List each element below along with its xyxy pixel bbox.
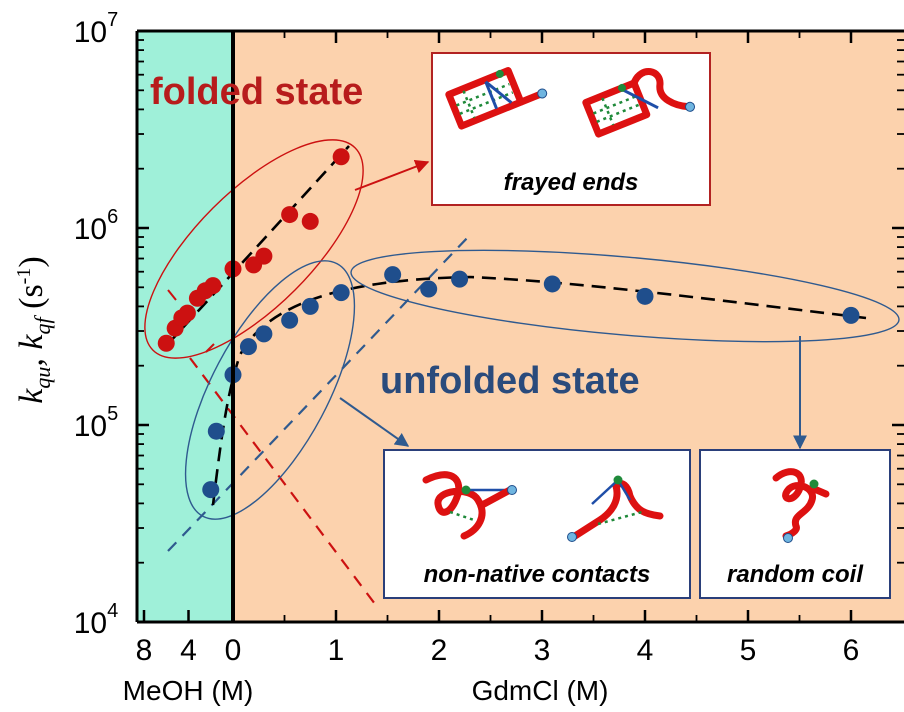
unfolded-low-ellipse: [184, 260, 356, 520]
unfolded-state-point: [384, 266, 402, 284]
arrow-to-non-native-contacts: [339, 397, 410, 447]
non-native-contacts-inset: non-native contacts: [383, 449, 691, 599]
hairpin-frayed-coil-icon: [582, 68, 696, 138]
meoh-tick-label: 8: [136, 634, 153, 667]
unfolded-state-point: [255, 325, 273, 343]
unfolded-extrapolation-line: [167, 234, 471, 552]
non-native-hairpin-icon: [567, 475, 664, 542]
gdmcl-tick-label: 4: [637, 634, 654, 667]
random-coil-label: random coil: [727, 561, 864, 588]
meoh-tick-label: 4: [180, 634, 197, 667]
y-axis-label: kqu, kqf (s-1): [13, 256, 55, 403]
frayed-ends-inset: frayed ends: [431, 52, 711, 206]
folded-ellipse-tick: [205, 343, 215, 353]
x-ticks: 1 2 3 4 5 68 4 0: [136, 31, 860, 667]
y-tick-label: 105: [74, 403, 119, 443]
unfolded-state-point: [332, 284, 350, 302]
folded-state-point: [157, 334, 175, 352]
points-layer: [157, 148, 860, 499]
gdmcl-tick-label: 1: [328, 634, 345, 667]
folded-ellipse: [144, 139, 364, 359]
folded-state-point: [255, 247, 273, 265]
gdmcl-tick-label: 3: [534, 634, 551, 667]
unfolded-state-label: unfolded state: [380, 360, 640, 402]
unfolded-state-point: [202, 481, 220, 499]
non-native-coil-icon: [422, 471, 517, 540]
folded-extrapolation-line: [189, 357, 379, 609]
folded-fit-curve: [167, 145, 350, 345]
meoh-axis-label: MeOH (M): [123, 675, 254, 706]
random-coil-icon: [772, 468, 830, 543]
y-tick-label: 106: [74, 206, 119, 246]
unfolded-high-ellipse: [350, 249, 900, 343]
folded-state-label: folded state: [150, 71, 363, 113]
hairpin-frayed-icon: [445, 67, 548, 130]
y-tick-label: 107: [74, 9, 119, 49]
folded-state-point: [281, 206, 299, 224]
gdmcl-tick-label: 2: [431, 634, 448, 667]
frayed-ends-label: frayed ends: [504, 169, 639, 196]
y-tick-label: 104: [74, 600, 119, 640]
unfolded-state-point: [207, 422, 225, 440]
gdmcl-axis-label: GdmCl (M): [472, 675, 609, 706]
folded-state-point: [178, 304, 196, 322]
non-native-contacts-label: non-native contacts: [424, 561, 651, 588]
unfolded-state-point: [420, 280, 438, 298]
gdmcl-tick-label: 5: [740, 634, 757, 667]
folded-state-point: [204, 277, 222, 295]
folded-ellipse-tick: [167, 289, 177, 301]
gdmcl-tick-label: 6: [843, 634, 860, 667]
unfolded-state-point: [842, 306, 860, 324]
unfolded-state-point: [301, 297, 319, 315]
unfolded-state-point: [543, 275, 561, 293]
unfolded-state-point: [451, 270, 469, 288]
folded-state-point: [332, 148, 350, 166]
folded-state-point: [301, 212, 319, 230]
unfolded-state-point: [239, 338, 257, 356]
unfolded-state-point: [636, 287, 654, 305]
arrow-to-frayed-ends: [354, 159, 430, 191]
unfolded-state-point: [281, 311, 299, 329]
meoh-tick-label: 0: [225, 634, 242, 667]
y-ticks: 104 105 106 107: [74, 9, 904, 640]
random-coil-inset: random coil: [699, 449, 891, 599]
